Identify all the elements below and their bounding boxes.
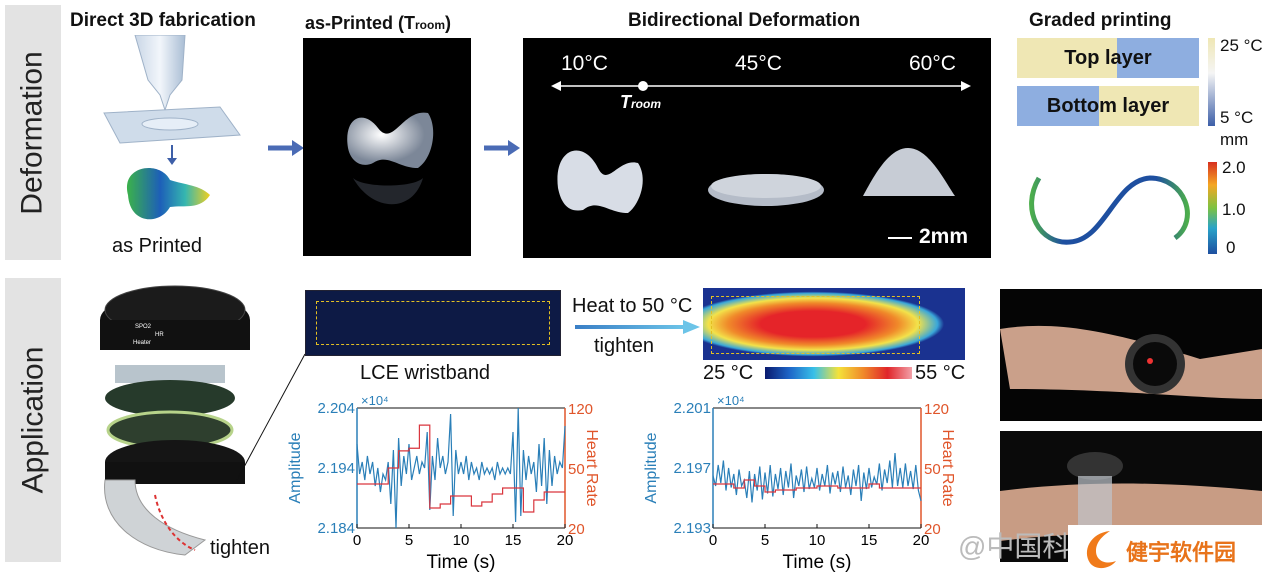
- right-arrow-icon: [268, 140, 304, 156]
- as-printed-title: as-Printed (Troom): [305, 13, 451, 34]
- deformed-shapes: [557, 148, 955, 213]
- displacement-colorbar: [1208, 162, 1217, 254]
- x-tick-label: 0: [709, 532, 717, 549]
- multiplier-label: ×10⁴: [361, 393, 389, 408]
- y2-tick-label: 20: [568, 521, 585, 538]
- y2-axis-label: Heart Rate: [939, 429, 956, 506]
- heated-wristband-thermal: [703, 288, 965, 360]
- temp-label: 60°C: [909, 52, 956, 75]
- colorbar-label: 25 °C: [1220, 36, 1263, 55]
- heart-rate-chart-after: 0 5 10 15 20 2.193 2.197 2.201 20 50 120 ×10⁴ Time (…: [643, 393, 956, 573]
- troom-text: T: [620, 92, 631, 112]
- row-label-application: Application: [5, 278, 61, 562]
- watch-text: HR: [155, 332, 164, 338]
- graded-title: Graded printing: [1029, 10, 1172, 31]
- y-tick-label: 2.204: [317, 400, 355, 417]
- row-label-text: Application: [16, 346, 50, 494]
- watch-text: SPO2: [135, 324, 152, 330]
- thermal-colorbar: [765, 367, 912, 379]
- y-tick-label: 2.184: [317, 520, 355, 537]
- logo-icon: [1086, 531, 1116, 569]
- heart-rate-chart-before: 0 5 10 15 20 2.184 2.194 2.204 20 50 120 ×10⁴ Time (…: [287, 393, 600, 573]
- temp-label: 45°C: [735, 52, 782, 75]
- watermark-text: @中国科: [958, 531, 1071, 562]
- y2-tick-label: 20: [924, 521, 941, 538]
- x-tick-label: 15: [505, 532, 522, 549]
- y2-tick-label: 50: [568, 461, 585, 478]
- heart-rate-series: [713, 479, 921, 493]
- y2-tick-label: 120: [924, 401, 949, 418]
- y-tick-label: 2.194: [317, 460, 355, 477]
- amplitude-series: [356, 407, 566, 529]
- as-printed-label: as Printed: [112, 235, 203, 257]
- thermal-max-label: 55 °C: [915, 362, 966, 384]
- heat-label: Heat to 50 °C: [572, 295, 693, 317]
- temperature-axis-arrow: [551, 81, 971, 91]
- multiplier-label: ×10⁴: [717, 393, 745, 408]
- thermal-min-label: 25 °C: [703, 362, 754, 384]
- x-tick-label: 15: [861, 532, 878, 549]
- troom-label: Troom: [620, 92, 661, 113]
- right-arrow-icon: [484, 140, 520, 156]
- logo: 健宇软件园: [1068, 525, 1266, 574]
- x-axis-label: Time (s): [783, 552, 852, 573]
- x-tick-label: 5: [405, 532, 413, 549]
- y2-tick-label: 120: [568, 401, 593, 418]
- bottom-layer-label: Bottom layer: [1046, 95, 1170, 117]
- y-axis-label: Amplitude: [643, 432, 660, 503]
- scale-bar: [888, 237, 912, 239]
- colorbar-unit: mm: [1220, 130, 1249, 149]
- y2-tick-label: 50: [924, 461, 941, 478]
- deformation-photo: 10°C 45°C 60°C Troom 2mm: [523, 38, 991, 258]
- colorbar-tick: 1.0: [1222, 200, 1246, 219]
- bidirectional-title: Bidirectional Deformation: [628, 10, 861, 31]
- x-tick-label: 5: [761, 532, 769, 549]
- fabrication-title: Direct 3D fabrication: [70, 10, 256, 31]
- scale-bar-label: 2mm: [919, 225, 969, 248]
- tighten-label: tighten: [210, 537, 271, 559]
- temp-label: 10°C: [561, 52, 608, 75]
- x-tick-label: 10: [809, 532, 826, 549]
- lce-wristband-thermal: [305, 290, 561, 356]
- top-layer-block: Top layer: [1017, 38, 1199, 78]
- x-tick-label: 0: [353, 532, 361, 549]
- top-layer-label: Top layer: [1064, 47, 1152, 69]
- y-tick-label: 2.197: [673, 460, 711, 477]
- wrist-photo-top: [1000, 289, 1262, 421]
- y-tick-label: 2.201: [673, 400, 711, 417]
- heart-rate-series: [357, 424, 565, 513]
- bottom-layer-block: Bottom layer: [1017, 86, 1199, 126]
- printing-illustration: [103, 35, 241, 220]
- y-axis-label: Amplitude: [287, 432, 304, 503]
- heat-arrow-icon: [575, 320, 700, 334]
- device-exploded-view: SPO2 HR Heater: [100, 285, 250, 556]
- tighten-arrow-label: tighten: [594, 335, 655, 357]
- title-text: ): [445, 13, 452, 33]
- row-label-deformation: Deformation: [5, 5, 61, 260]
- y-tick-label: 2.193: [673, 520, 711, 537]
- lce-label: LCE wristband: [360, 362, 491, 384]
- temperature-colorbar: [1208, 38, 1215, 126]
- s-curve-displacement: [1029, 175, 1190, 245]
- colorbar-tick: 2.0: [1222, 158, 1246, 177]
- colorbar-label: 5 °C: [1220, 108, 1254, 127]
- y2-axis-label: Heart Rate: [583, 429, 600, 506]
- as-printed-photo: [303, 38, 471, 256]
- x-tick-label: 10: [453, 532, 470, 549]
- x-axis-label: Time (s): [427, 552, 496, 573]
- colorbar-tick: 0: [1226, 238, 1236, 257]
- x-tick-label: 20: [557, 532, 574, 549]
- amplitude-series: [712, 452, 922, 503]
- row-label-text: Deformation: [16, 50, 49, 215]
- title-text: as-Printed (T: [305, 13, 416, 33]
- troom-subscript: room: [631, 97, 661, 111]
- callout-line: [236, 353, 306, 481]
- logo-text: 健宇软件园: [1126, 540, 1237, 565]
- x-tick-label: 20: [913, 532, 930, 549]
- watch-text: Heater: [133, 340, 151, 346]
- title-subscript: room: [415, 18, 446, 32]
